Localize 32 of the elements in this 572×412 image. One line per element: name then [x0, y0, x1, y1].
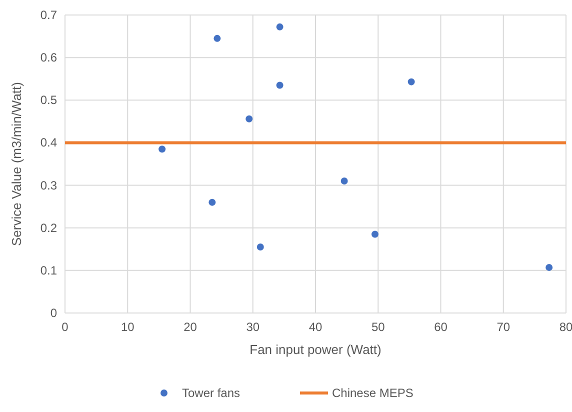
x-tick-label: 50: [371, 320, 386, 334]
x-tick-label: 0: [62, 320, 69, 334]
point: [371, 230, 378, 238]
x-tick-label: 20: [184, 320, 198, 334]
y-tick-label: 0: [50, 306, 58, 320]
y-tick-label: 0.1: [40, 263, 58, 278]
y-tick-label: 0.3: [40, 178, 58, 192]
x-tick-label: 80: [559, 320, 572, 334]
point: [256, 244, 264, 251]
y-tick-label: 0.4: [40, 136, 58, 150]
point: [408, 78, 415, 86]
point: [208, 198, 216, 206]
x-axis-title: Fan input power (Watt): [250, 342, 382, 357]
x-tick-label: 30: [246, 320, 260, 334]
x-tick-label: 60: [434, 320, 448, 334]
x-tick-label: 40: [308, 320, 322, 334]
point: [246, 115, 253, 122]
legend-label: Tower fans: [182, 386, 240, 400]
point: [214, 34, 221, 42]
legend-label: Chinese MEPS: [332, 386, 414, 400]
x-tick-label: 70: [496, 320, 510, 334]
point: [158, 146, 166, 153]
y-tick-label: 0.5: [40, 93, 58, 108]
y-axis-title: Service Value (m3/min/Watt): [9, 82, 24, 246]
point: [276, 23, 284, 30]
y-tick-label: 0.6: [40, 50, 58, 65]
y-tick-label: 0.2: [40, 220, 58, 235]
point: [546, 264, 553, 271]
x-tick-label: 10: [120, 320, 135, 334]
y-tick-label: 0.7: [40, 8, 58, 22]
point: [276, 82, 284, 89]
point: [340, 178, 348, 185]
